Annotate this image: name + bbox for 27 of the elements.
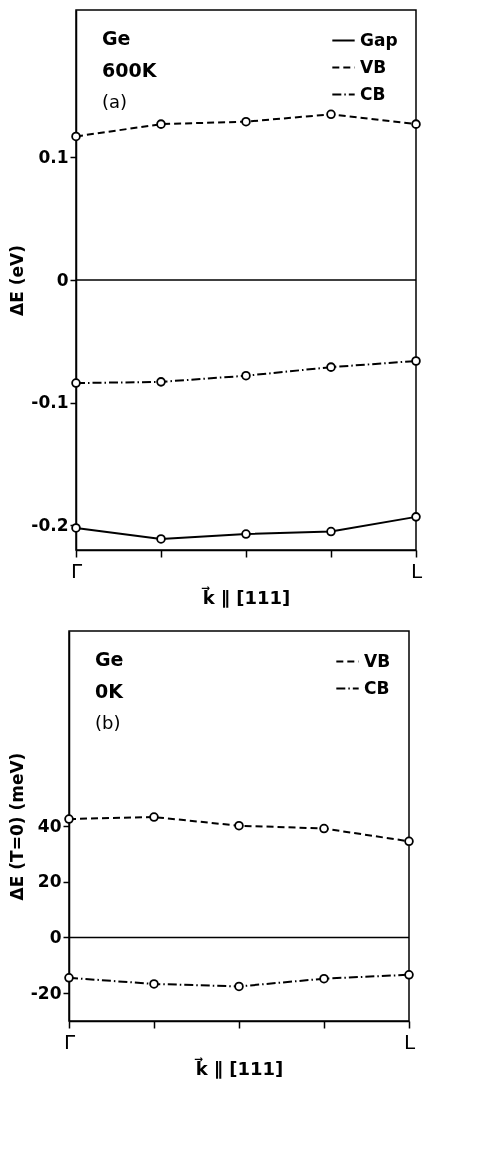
x-axis-title: k⃗ ∥ [111] — [194, 1057, 284, 1079]
y-axis-title: ΔE (T=0) (meV) — [6, 752, 27, 901]
legend-label: CB — [364, 677, 390, 698]
y-tick-label: 20 — [37, 871, 62, 892]
x-tick-label: Γ — [63, 1029, 76, 1054]
y-axis-title: ΔE (eV) — [7, 245, 28, 316]
y-tick-label: 0 — [56, 269, 69, 290]
x-axis-title: k⃗ ∥ [111] — [201, 586, 291, 608]
y-tick-label: -0.2 — [31, 514, 69, 535]
annotation: (b) — [95, 712, 121, 733]
legend-label: CB — [360, 83, 386, 104]
y-tick-label: 0.1 — [38, 146, 69, 167]
annotation: Ge — [102, 27, 131, 49]
annotation: (a) — [102, 91, 128, 112]
y-tick-label: -0.1 — [31, 392, 69, 413]
x-tick-label: Γ — [70, 558, 83, 583]
annotation: 0K — [95, 680, 125, 702]
x-tick-label: L — [410, 558, 423, 583]
y-tick-label: 40 — [37, 815, 62, 836]
y-tick-label: 0 — [49, 926, 62, 947]
legend-label: VB — [364, 650, 391, 671]
y-tick-label: -20 — [30, 982, 62, 1003]
annotation: Ge — [95, 648, 124, 670]
legend-label: VB — [360, 56, 387, 77]
x-tick-label: L — [403, 1029, 416, 1054]
annotation: 600K — [102, 59, 158, 81]
legend-label: Gap — [360, 29, 398, 50]
